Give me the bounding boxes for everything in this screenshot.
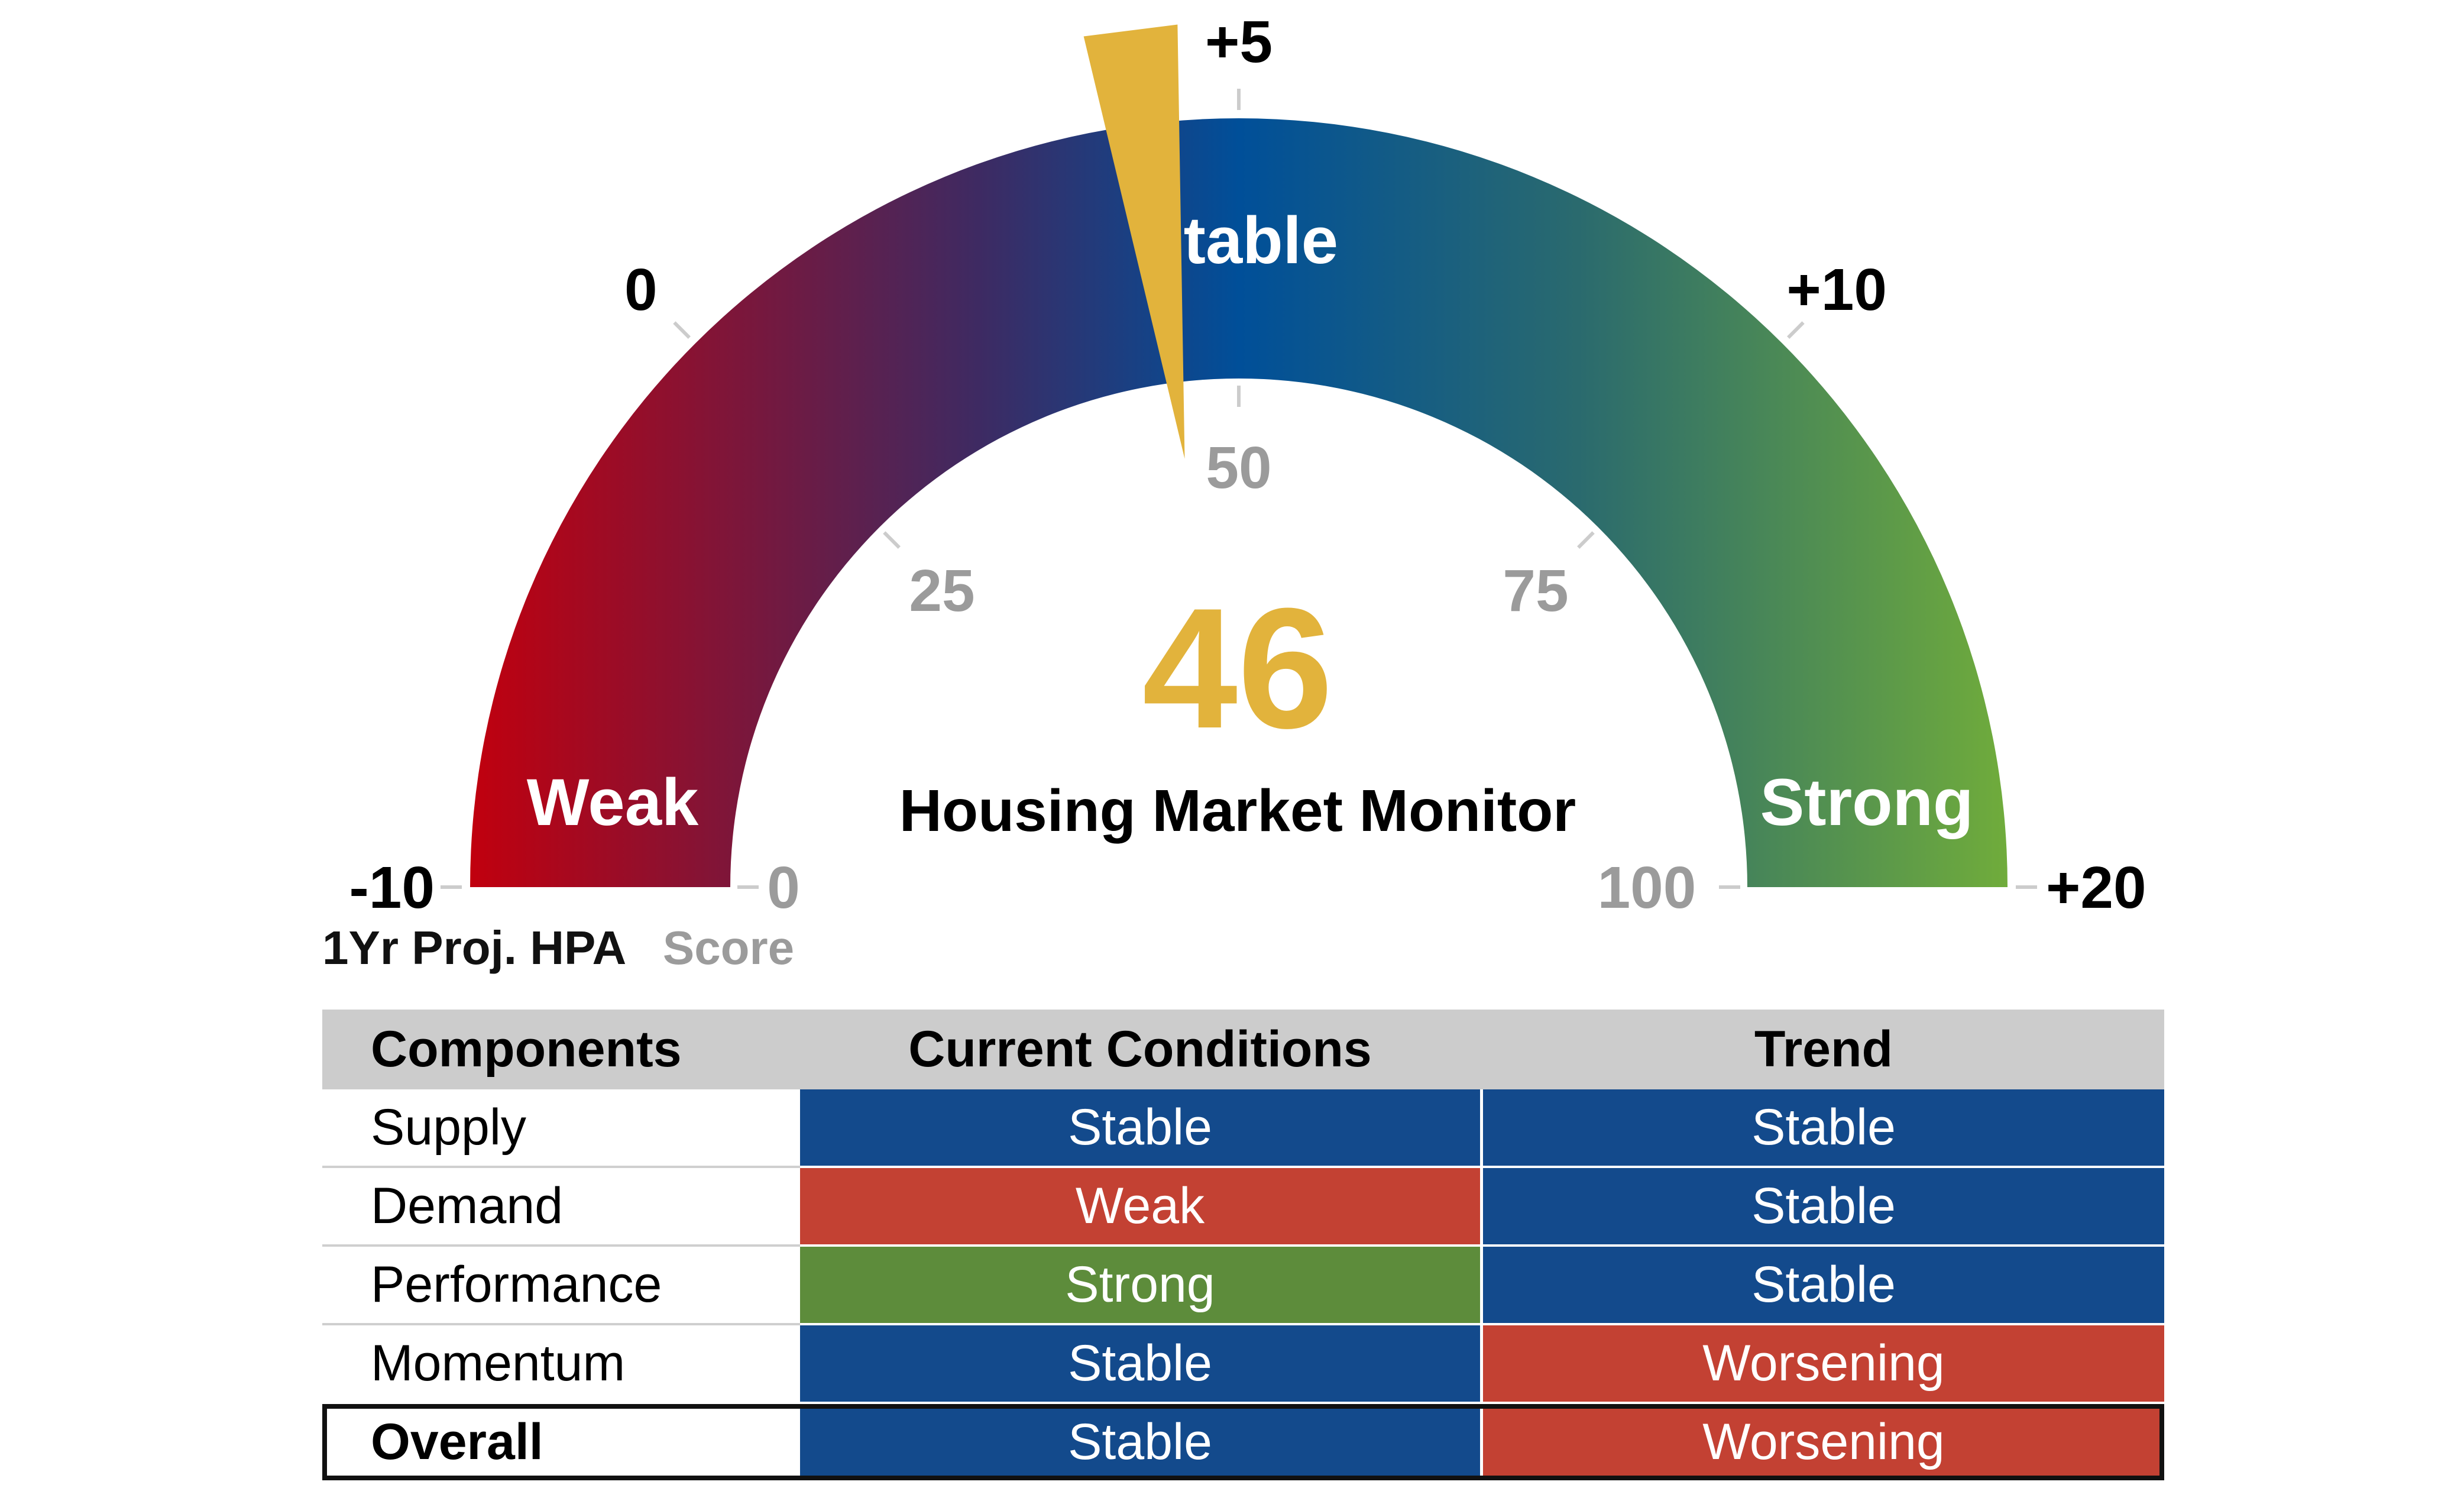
score-tick-label: 100 [1598,855,1696,921]
component-name: Momentum [371,1335,626,1392]
zone-label-strong: Strong [1760,765,1974,839]
trend-status: Worsening [1483,1325,2164,1402]
current-status: Stable [800,1404,1480,1480]
table-row: Momentum Stable Worsening [322,1325,2164,1402]
hpa-tick-label: +10 [1786,257,1887,323]
trend-status: Stable [1483,1168,2164,1244]
gauge-ticks: -10 0 +5 +10 +20 0 25 50 75 100 [349,9,2146,921]
hpa-tick-label: +5 [1205,9,1273,75]
trend-status: Worsening [1483,1404,2164,1480]
score-tick-label: 25 [909,558,974,624]
component-name: Supply [371,1099,526,1156]
score-tick-label: 50 [1206,435,1271,501]
header-components: Components [371,1021,682,1078]
component-name: Performance [371,1256,662,1313]
score-axis-label: Score [663,921,794,974]
current-status: Weak [800,1168,1480,1244]
gauge-arc [470,118,2008,887]
zone-label-weak: Weak [527,765,699,839]
current-status: Stable [800,1325,1480,1402]
component-name: Overall [371,1413,543,1470]
header-current-conditions: Current Conditions [908,1021,1372,1078]
score-tick-mark [883,531,901,549]
score-tick-label: 75 [1503,558,1568,624]
score-value: 46 [1142,572,1333,764]
score-tick-mark [1577,531,1595,549]
header-trend: Trend [1754,1021,1893,1078]
table-row: Performance Strong Stable [322,1247,2164,1323]
current-status: Stable [800,1089,1480,1166]
hpa-tick-label: 0 [624,257,658,323]
table-row: Supply Stable Stable [322,1089,2164,1166]
table-row-overall: Overall Stable Worsening [322,1404,2164,1480]
hpa-axis-label: 1Yr Proj. HPA [322,921,626,974]
trend-status: Stable [1483,1247,2164,1323]
table-header: Components Current Conditions Trend [322,1010,2164,1089]
hpa-tick-label: +20 [2046,855,2146,921]
hpa-tick-label: -10 [349,855,435,921]
trend-status: Stable [1483,1089,2164,1166]
hpa-tick-mark [673,321,691,339]
gauge-needle [1083,24,1185,459]
table-row: Demand Weak Stable [322,1168,2164,1244]
chart-title: Housing Market Monitor [899,778,1576,844]
hpa-tick-mark [1787,321,1805,339]
component-name: Demand [371,1178,564,1234]
current-status: Strong [800,1247,1480,1323]
score-tick-label: 0 [767,855,800,921]
